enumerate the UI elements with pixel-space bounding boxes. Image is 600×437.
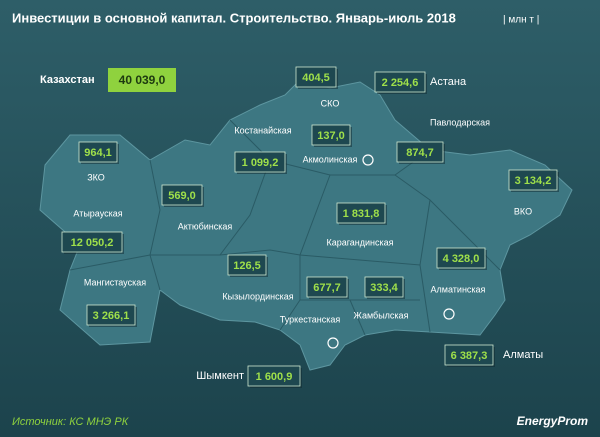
value-box (247, 365, 301, 387)
region-name: Шымкент (196, 370, 244, 382)
value-box (306, 276, 348, 298)
value-box (364, 276, 404, 298)
region-value: 1 831,8 (343, 208, 380, 220)
region-value: 126,5 (233, 260, 261, 272)
value-box (234, 151, 286, 173)
region-name: Костанайская (234, 125, 291, 135)
region-value: 404,5 (302, 72, 330, 84)
region-name: Алматинская (431, 284, 486, 294)
brand: EnergyProm (517, 414, 589, 428)
value-box (161, 184, 203, 206)
region-name: Туркестанская (280, 314, 341, 324)
city-marker (443, 308, 455, 320)
region-value: 874,7 (406, 147, 434, 159)
value-box (227, 254, 267, 276)
value-box (61, 231, 123, 253)
value-box (336, 202, 386, 224)
region-name: Астана (430, 76, 467, 88)
source: Источник: КС МНЭ РК (12, 416, 129, 428)
region-name: СКО (321, 98, 340, 108)
value-box (444, 344, 494, 366)
total-label: Казахстан (40, 74, 95, 86)
region-name: Мангистауская (84, 277, 146, 287)
region-name: Карагандинская (326, 237, 393, 247)
total-box (108, 68, 176, 92)
region-value: 3 266,1 (93, 310, 130, 322)
region-name: Атырауская (73, 208, 122, 218)
value-box (396, 141, 444, 163)
region-value: 1 099,2 (242, 157, 279, 169)
region-name: Актюбинская (178, 221, 233, 231)
region-value: 2 254,6 (382, 77, 419, 89)
region-value: 4 328,0 (443, 253, 480, 265)
total-value: 40 039,0 (119, 73, 166, 87)
region-value: 333,4 (370, 282, 398, 294)
region-name: Жамбылская (354, 310, 409, 320)
value-box (86, 304, 136, 326)
region-name: ЗКО (87, 172, 105, 182)
value-box (374, 71, 426, 93)
title: Инвестиции в основной капитал. Строитель… (12, 10, 456, 25)
value-box (78, 141, 118, 163)
region-name: Павлодарская (430, 117, 490, 127)
region-value: 3 134,2 (515, 175, 552, 187)
region-value: 137,0 (317, 130, 345, 142)
value-box (508, 169, 558, 191)
city-marker (327, 337, 339, 349)
region-name: Акмолинская (303, 154, 358, 164)
region-name: ВКО (514, 206, 532, 216)
value-box (311, 124, 351, 146)
region-value: 677,7 (313, 282, 341, 294)
unit: | млн т | (503, 15, 539, 26)
region-name: Кызылординская (222, 291, 293, 301)
region-name: Алматы (503, 349, 543, 361)
region-borders (69, 119, 501, 336)
city-marker (362, 154, 374, 166)
value-box (295, 66, 337, 88)
region-value: 964,1 (84, 147, 112, 159)
region-value: 1 600,9 (256, 371, 293, 383)
value-box (436, 247, 486, 269)
region-value: 569,0 (168, 190, 196, 202)
region-value: 12 050,2 (71, 237, 114, 249)
region-value: 6 387,3 (451, 350, 488, 362)
